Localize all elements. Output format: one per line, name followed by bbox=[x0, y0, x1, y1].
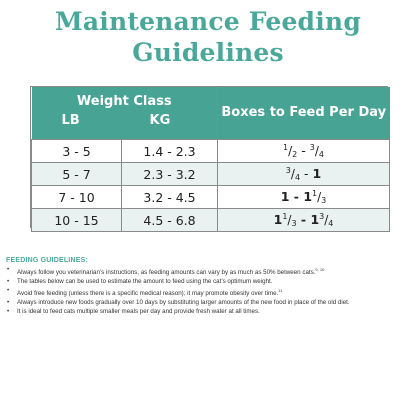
table-row: 3 - 5 1.4 - 2.3 1/2 - 3/4 bbox=[31, 139, 390, 163]
weight-class-label: Weight Class bbox=[76, 94, 172, 109]
boxes-cell: 1 - 11/3 bbox=[217, 185, 390, 209]
list-item: It is ideal to feed cats multiple smalle… bbox=[6, 307, 412, 316]
lb-cell: 7 - 10 bbox=[31, 185, 122, 209]
boxes-cell: 1/2 - 3/4 bbox=[217, 139, 390, 163]
guidelines-list: Always follow you veterinarian’s instruc… bbox=[6, 265, 412, 316]
fraction: 1/2 bbox=[283, 143, 298, 159]
feeding-guidelines: FEEDING GUIDELINES: Always follow you ve… bbox=[6, 256, 412, 316]
lb-cell: 10 - 15 bbox=[31, 208, 122, 232]
fraction: 3/4 bbox=[285, 166, 301, 182]
kg-cell: 3.2 - 4.5 bbox=[121, 185, 218, 209]
kg-cell: 2.3 - 3.2 bbox=[121, 162, 218, 186]
title-line-2: Guidelines bbox=[132, 38, 284, 67]
lb-header: LB bbox=[61, 113, 80, 128]
page-title: Maintenance Feeding Guidelines bbox=[0, 6, 416, 68]
boxes-cell: 3/4 - 1 bbox=[217, 162, 390, 186]
list-item: Avoid free feeding (unless there is a sp… bbox=[6, 286, 412, 298]
guidelines-heading: FEEDING GUIDELINES: bbox=[6, 257, 88, 264]
title-line-1: Maintenance Feeding bbox=[54, 7, 361, 36]
table-header: Weight Class LB KG Boxes to Feed Per Day bbox=[31, 87, 390, 140]
table-row: 5 - 7 2.3 - 3.2 3/4 - 1 bbox=[31, 162, 390, 186]
weight-class-header: Weight Class LB KG bbox=[31, 87, 218, 140]
lb-cell: 5 - 7 bbox=[31, 162, 122, 186]
list-item: Always introduce new foods gradually ove… bbox=[6, 298, 412, 307]
boxes-header: Boxes to Feed Per Day bbox=[221, 105, 387, 120]
fraction: 3/4 bbox=[319, 212, 334, 228]
table-row: 10 - 15 4.5 - 6.8 11/3 - 13/4 bbox=[31, 208, 390, 232]
fraction: 3/4 bbox=[309, 143, 324, 159]
lb-cell: 3 - 5 bbox=[31, 139, 122, 163]
table-row: 7 - 10 3.2 - 4.5 1 - 11/3 bbox=[31, 185, 390, 209]
list-item: Always follow you veterinarian’s instruc… bbox=[6, 265, 412, 277]
boxes-cell: 11/3 - 13/4 bbox=[217, 208, 390, 232]
fraction: 1/3 bbox=[282, 212, 297, 228]
kg-cell: 1.4 - 2.3 bbox=[121, 139, 218, 163]
kg-cell: 4.5 - 6.8 bbox=[121, 208, 218, 232]
feeding-table: Weight Class LB KG Boxes to Feed Per Day… bbox=[30, 86, 390, 232]
fraction: 1/3 bbox=[312, 189, 327, 205]
kg-header: KG bbox=[149, 113, 171, 128]
list-item: The tables below can be used to estimate… bbox=[6, 277, 412, 286]
